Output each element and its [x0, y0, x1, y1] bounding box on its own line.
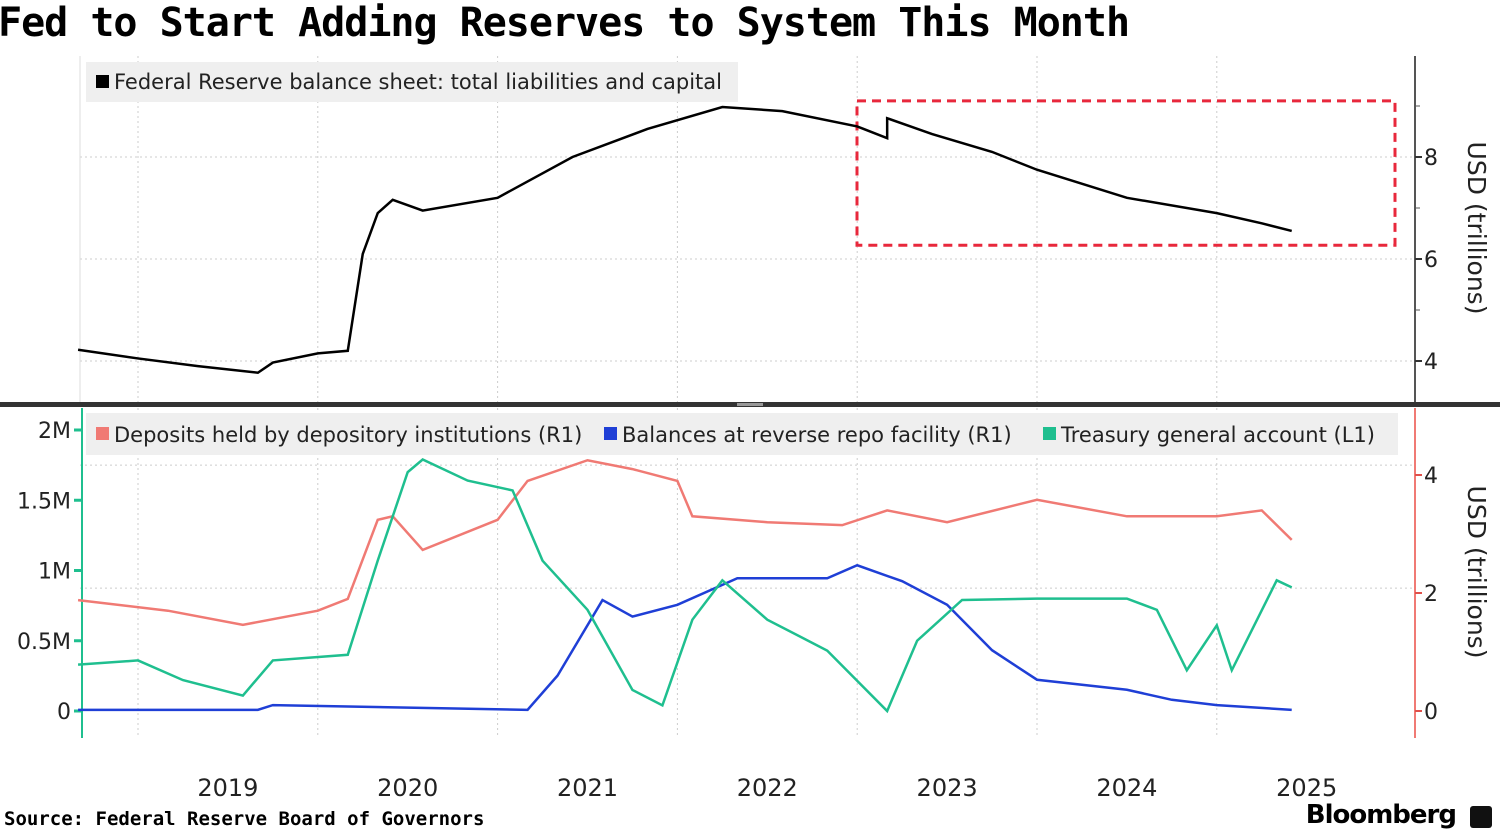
x-tick-label: 2024 [1096, 774, 1157, 802]
panel-divider-handle [737, 403, 763, 406]
bottom-legend-label: Deposits held by depository institutions… [114, 423, 582, 447]
top-legend-label: Federal Reserve balance sheet: total lia… [114, 70, 722, 94]
top-y-axis-label: USD (trillions) [1462, 142, 1491, 315]
bottom-legend-label: Treasury general account (L1) [1060, 423, 1375, 447]
source-note: Source: Federal Reserve Board of Governo… [4, 808, 485, 830]
right-y-tick-label: 2 [1424, 582, 1438, 607]
x-tick-label: 2020 [377, 774, 438, 802]
top-y-tick-label: 4 [1424, 350, 1438, 375]
x-tick-label: 2025 [1276, 774, 1337, 802]
left-y-tick-label: 0.5M [17, 630, 71, 655]
top-legend-box [86, 62, 738, 102]
top-legend-swatch [96, 75, 109, 88]
x-tick-label: 2021 [557, 774, 618, 802]
series-line-balance-sheet [77, 105, 1293, 375]
highlight-box [855, 99, 1397, 247]
bottom-legend-swatch [96, 427, 109, 440]
brand-logo-text: Bloomberg [1305, 800, 1457, 830]
series-line-deposits [77, 458, 1293, 627]
x-tick-label: 2019 [197, 774, 258, 802]
bottom-legend-label: Balances at reverse repo facility (R1) [622, 423, 1012, 447]
right-y-tick-label: 4 [1424, 464, 1438, 489]
bottom-legend-box [86, 413, 1398, 455]
top-y-tick-label: 8 [1424, 146, 1438, 171]
top-y-tick-label: 6 [1424, 248, 1438, 273]
x-tick-label: 2023 [917, 774, 978, 802]
bloomberg-logo-icon [1470, 806, 1492, 828]
x-tick-label: 2022 [737, 774, 798, 802]
top-plot-area [80, 56, 1415, 403]
series-line-reverse-repo [78, 563, 1292, 712]
right-y-tick-label: 0 [1424, 700, 1438, 725]
left-y-tick-label: 0 [57, 700, 71, 725]
bottom-legend-swatch [1043, 427, 1056, 440]
left-y-tick-label: 1M [38, 560, 71, 585]
bottom-legend-swatch [604, 427, 617, 440]
left-y-tick-label: 2M [38, 419, 71, 444]
series-line-tga [77, 458, 1293, 714]
bottom-y-axis-label: USD (trillions) [1462, 486, 1491, 659]
chart-title: Fed to Start Adding Reserves to System T… [0, 0, 1130, 46]
left-y-tick-label: 1.5M [17, 489, 71, 514]
